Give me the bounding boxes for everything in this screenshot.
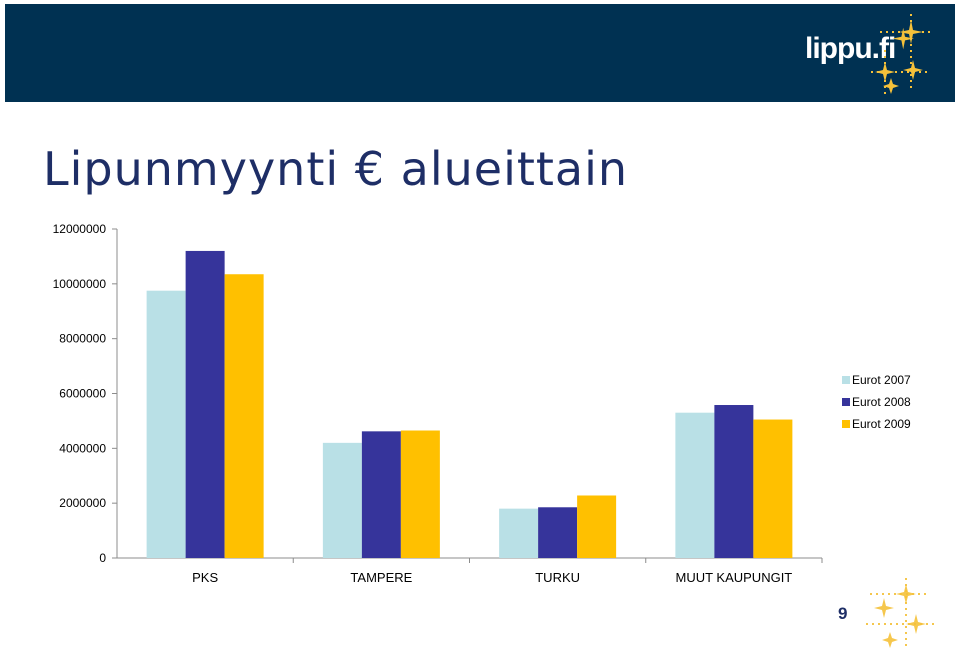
logo-text: lippu.fi — [805, 32, 896, 65]
bar — [753, 419, 793, 558]
y-tick-label: 10000000 — [53, 277, 107, 291]
y-tick-label: 4000000 — [59, 441, 106, 455]
bar — [400, 430, 440, 558]
bar — [361, 431, 401, 558]
y-tick-label: 6000000 — [59, 387, 106, 401]
bar — [185, 250, 225, 558]
star-cluster-icon — [871, 14, 933, 96]
y-tick-label: 2000000 — [59, 496, 106, 510]
legend-swatch — [842, 376, 850, 384]
bar — [538, 507, 578, 558]
legend-label: Eurot 2007 — [852, 373, 911, 387]
x-tick-label: MUUT KAUPUNGIT — [675, 570, 792, 585]
bar — [675, 412, 715, 558]
bar — [146, 290, 186, 558]
y-tick-label: 12000000 — [53, 222, 107, 236]
slide-title: Lipunmyynti € alueittain — [43, 142, 629, 196]
legend-swatch — [842, 420, 850, 428]
bar — [322, 442, 362, 558]
bar — [577, 495, 617, 558]
bar — [499, 508, 539, 558]
x-tick-label: PKS — [192, 570, 218, 585]
bar — [714, 405, 754, 558]
x-tick-label: TAMPERE — [350, 570, 412, 585]
page-number: 9 — [838, 604, 848, 623]
y-tick-label: 8000000 — [59, 332, 106, 346]
legend-label: Eurot 2009 — [852, 417, 911, 431]
lippu-logo[interactable]: lippu.fi — [805, 14, 935, 96]
legend-swatch — [842, 398, 850, 406]
star-cluster-icon — [866, 578, 936, 650]
y-tick-label: 0 — [99, 551, 106, 565]
legend-label: Eurot 2008 — [852, 395, 911, 409]
header-bar: lippu.fi — [5, 4, 955, 102]
x-tick-label: TURKU — [535, 570, 580, 585]
bar — [224, 274, 264, 558]
